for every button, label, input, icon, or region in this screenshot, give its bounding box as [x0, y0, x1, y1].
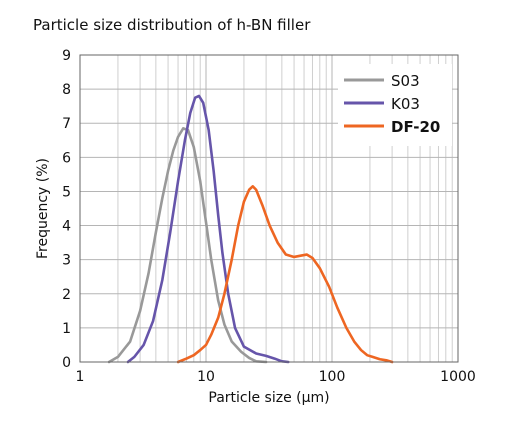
y-tick-label: 5 — [62, 184, 71, 200]
plot-frame — [79, 54, 459, 363]
y-tick-label: 1 — [62, 321, 71, 337]
y-tick-label: 9 — [62, 48, 71, 64]
legend: S03 K03 DF-20 — [338, 64, 452, 146]
legend-label: DF-20 — [391, 118, 440, 136]
y-tick-label: 2 — [62, 287, 71, 303]
legend-label: K03 — [391, 95, 420, 113]
x-tick-label: 1 — [76, 369, 85, 385]
legend-label: S03 — [391, 72, 420, 90]
y-tick-label: 3 — [62, 253, 71, 269]
x-tick-label: 1000 — [440, 369, 476, 385]
series-line-df-20 — [176, 185, 394, 364]
series-layer — [107, 94, 394, 364]
y-tick-label: 0 — [62, 355, 71, 371]
x-axis-label: Particle size (μm) — [208, 390, 329, 406]
y-tick-label: 7 — [62, 116, 71, 132]
series-line-s03 — [107, 127, 268, 364]
y-tick-label: 4 — [62, 219, 71, 235]
x-tick-label: 100 — [319, 369, 346, 385]
y-tick-label: 6 — [62, 150, 71, 166]
y-axis-label: Frequency (%) — [35, 158, 51, 259]
y-tick-label: 8 — [62, 82, 71, 98]
series-line-k03 — [126, 94, 290, 364]
x-tick-label: 10 — [197, 369, 215, 385]
chart-title: Particle size distribution of h-BN fille… — [33, 16, 311, 34]
legend-box — [338, 64, 452, 146]
